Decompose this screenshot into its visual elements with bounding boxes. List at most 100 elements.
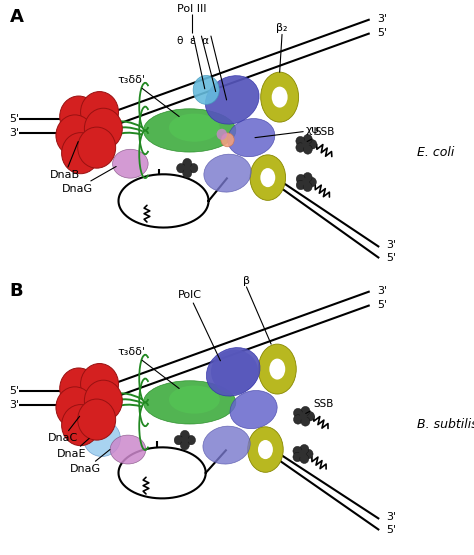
Ellipse shape	[308, 140, 317, 149]
Text: DnaG: DnaG	[70, 450, 110, 474]
Ellipse shape	[193, 75, 219, 104]
Text: 5': 5'	[9, 114, 19, 124]
Ellipse shape	[301, 417, 310, 426]
Ellipse shape	[293, 408, 302, 418]
Ellipse shape	[230, 391, 277, 428]
Ellipse shape	[306, 412, 315, 421]
Ellipse shape	[247, 427, 283, 472]
Ellipse shape	[269, 359, 285, 380]
Ellipse shape	[296, 174, 305, 184]
Text: DnaC: DnaC	[47, 416, 80, 443]
Text: 3': 3'	[9, 128, 19, 138]
Ellipse shape	[84, 108, 122, 149]
Ellipse shape	[261, 72, 299, 122]
Ellipse shape	[300, 445, 309, 454]
Text: 3': 3'	[386, 512, 396, 522]
Ellipse shape	[303, 134, 312, 144]
Text: τ₃δδ': τ₃δδ'	[118, 347, 179, 388]
Ellipse shape	[258, 344, 296, 394]
Ellipse shape	[300, 454, 309, 463]
Ellipse shape	[272, 87, 288, 108]
Ellipse shape	[250, 155, 285, 200]
Text: DnaG: DnaG	[62, 166, 116, 194]
Ellipse shape	[303, 145, 312, 154]
Ellipse shape	[301, 406, 310, 416]
Text: 5': 5'	[377, 300, 387, 310]
Text: B. subtilis: B. subtilis	[417, 418, 474, 431]
Text: 3': 3'	[377, 286, 387, 296]
Ellipse shape	[221, 133, 234, 147]
Ellipse shape	[206, 347, 260, 396]
Ellipse shape	[143, 381, 236, 424]
Ellipse shape	[300, 412, 307, 421]
Ellipse shape	[203, 426, 250, 464]
Ellipse shape	[205, 75, 259, 124]
Text: 3': 3'	[377, 14, 387, 24]
Text: B: B	[9, 282, 23, 300]
Ellipse shape	[62, 133, 100, 174]
Ellipse shape	[302, 178, 309, 186]
Ellipse shape	[296, 180, 305, 190]
Text: SSB: SSB	[306, 399, 333, 413]
Text: 5': 5'	[386, 253, 396, 263]
Ellipse shape	[258, 440, 273, 459]
Text: SSB: SSB	[307, 127, 335, 142]
Ellipse shape	[303, 173, 312, 182]
Ellipse shape	[81, 92, 118, 133]
Ellipse shape	[83, 421, 120, 456]
Ellipse shape	[303, 182, 312, 191]
Ellipse shape	[260, 168, 275, 187]
Ellipse shape	[183, 158, 191, 168]
Text: DnaB: DnaB	[50, 142, 80, 180]
Text: β₂: β₂	[276, 23, 288, 33]
Ellipse shape	[180, 441, 189, 450]
Ellipse shape	[169, 114, 220, 142]
Ellipse shape	[204, 154, 251, 192]
Text: χψ: χψ	[255, 125, 320, 138]
Ellipse shape	[81, 364, 118, 405]
Ellipse shape	[56, 115, 94, 156]
Text: β: β	[243, 276, 250, 286]
Text: E. coli: E. coli	[417, 146, 455, 159]
Ellipse shape	[169, 386, 220, 413]
Ellipse shape	[302, 140, 309, 149]
Text: 5': 5'	[9, 386, 19, 396]
Ellipse shape	[110, 435, 146, 464]
Text: 3': 3'	[386, 240, 396, 250]
Text: PolC: PolC	[178, 290, 220, 361]
Text: 5': 5'	[377, 28, 387, 38]
Ellipse shape	[293, 415, 302, 424]
Ellipse shape	[78, 399, 116, 440]
Ellipse shape	[293, 446, 302, 456]
Ellipse shape	[296, 137, 305, 146]
Ellipse shape	[84, 380, 122, 421]
Text: 3': 3'	[9, 400, 19, 410]
Ellipse shape	[186, 435, 196, 445]
Ellipse shape	[211, 350, 258, 394]
Ellipse shape	[180, 430, 189, 440]
Ellipse shape	[217, 129, 227, 140]
Ellipse shape	[113, 149, 148, 178]
Ellipse shape	[228, 119, 275, 157]
Text: τ₃δδ': τ₃δδ'	[118, 75, 179, 117]
Ellipse shape	[183, 169, 191, 178]
Text: A: A	[9, 8, 23, 26]
Ellipse shape	[78, 127, 116, 168]
Text: θ  ε  α: θ ε α	[177, 36, 210, 46]
Ellipse shape	[183, 164, 191, 173]
Ellipse shape	[143, 109, 236, 152]
Ellipse shape	[62, 405, 100, 446]
Ellipse shape	[304, 449, 313, 458]
Ellipse shape	[174, 435, 183, 445]
Ellipse shape	[176, 164, 186, 173]
Text: 5': 5'	[386, 525, 396, 535]
Ellipse shape	[60, 368, 98, 409]
Ellipse shape	[60, 96, 98, 137]
Text: Pol III: Pol III	[177, 4, 207, 14]
Ellipse shape	[293, 452, 302, 462]
Ellipse shape	[189, 164, 198, 173]
Ellipse shape	[299, 450, 306, 458]
Ellipse shape	[307, 178, 316, 186]
Text: DnaE: DnaE	[57, 438, 89, 459]
Ellipse shape	[181, 436, 189, 444]
